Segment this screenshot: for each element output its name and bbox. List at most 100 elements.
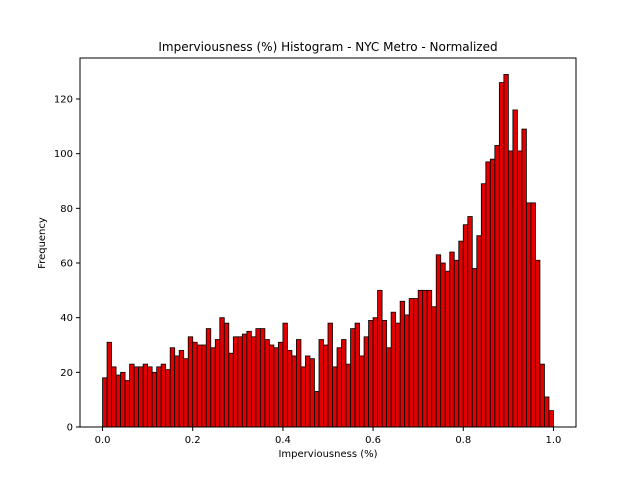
histogram-bar <box>372 317 379 428</box>
histogram-bar <box>440 262 446 428</box>
histogram-bar <box>431 306 437 428</box>
histogram-bar <box>485 161 491 428</box>
histogram-bar <box>544 396 550 428</box>
histogram-bar <box>498 82 505 428</box>
histogram-bar <box>237 336 243 428</box>
histogram-bar <box>287 350 293 428</box>
histogram-bar <box>354 322 360 428</box>
histogram-bar <box>305 355 311 428</box>
histogram-bar <box>332 366 338 428</box>
histogram-bar <box>318 339 324 428</box>
histogram-bar <box>147 366 153 428</box>
histogram-bar <box>102 377 108 428</box>
y-tick-label: 20 <box>60 368 73 379</box>
histogram-bar <box>368 319 374 428</box>
x-tick-label: 0.2 <box>185 435 201 446</box>
histogram-bar <box>183 358 189 428</box>
histogram-bar <box>435 254 442 428</box>
histogram-bar <box>404 314 410 428</box>
histogram-bar <box>462 224 469 428</box>
histogram-bar <box>386 347 392 428</box>
histogram-bar <box>264 339 270 428</box>
histogram-bar <box>494 145 500 428</box>
histogram-bar <box>214 339 221 428</box>
histogram-bar <box>377 289 383 428</box>
histogram-bar <box>241 333 248 428</box>
histogram-bar <box>422 289 428 428</box>
histogram-bar <box>142 363 149 428</box>
histogram-bar <box>539 363 545 428</box>
histogram-bar <box>219 317 225 428</box>
histogram-bar <box>210 347 216 428</box>
y-tick-label: 80 <box>60 204 73 215</box>
histogram-bar <box>535 259 541 428</box>
histogram-bar <box>205 328 212 428</box>
histogram-bar <box>165 369 171 428</box>
histogram-bar <box>381 319 388 428</box>
x-tick-label: 1.0 <box>546 435 562 446</box>
histogram-bars <box>102 74 554 428</box>
histogram-bar <box>178 350 185 428</box>
histogram-bar <box>187 336 194 428</box>
plot-frame <box>79 57 577 428</box>
y-tick-label: 0 <box>67 423 73 434</box>
histogram-bar <box>345 363 351 428</box>
histogram-bar <box>277 341 284 428</box>
histogram-bar <box>476 235 482 428</box>
histogram-bar <box>359 355 365 428</box>
x-axis-label: Imperviousness (%) <box>278 449 377 460</box>
histogram-bar <box>255 328 261 428</box>
histogram-bar <box>223 322 230 428</box>
histogram-bar <box>151 371 158 428</box>
y-tick-label: 60 <box>60 259 73 270</box>
x-tick-label: 0.6 <box>365 435 381 446</box>
histogram-bar <box>323 344 329 428</box>
histogram-bar <box>363 336 369 428</box>
histogram-bar <box>138 366 144 428</box>
histogram-bar <box>291 355 297 428</box>
y-tick-label: 40 <box>60 313 73 324</box>
histogram-bar <box>390 311 397 428</box>
histogram-bar <box>314 391 320 428</box>
histogram-bar <box>336 347 342 428</box>
histogram-bar <box>232 336 239 428</box>
histogram-bar <box>246 330 252 428</box>
histogram-bar <box>512 109 518 428</box>
histogram-bar <box>160 363 167 428</box>
histogram-bar <box>296 339 302 428</box>
histogram-bar <box>250 336 257 428</box>
x-tick-label: 0.8 <box>455 435 471 446</box>
histogram-bar <box>120 371 126 428</box>
histogram-bar <box>273 347 279 428</box>
histogram-bar <box>341 339 347 428</box>
histogram-bar <box>228 352 234 428</box>
histogram-bar <box>196 344 203 428</box>
y-axis-label: Frequency <box>37 217 48 269</box>
histogram-bar <box>133 366 140 428</box>
histogram-bar <box>169 347 176 428</box>
histogram-bar <box>282 322 288 428</box>
histogram-bar <box>507 150 514 428</box>
y-tick-label: 100 <box>54 149 73 160</box>
histogram-bar <box>115 374 121 428</box>
y-tick-label: 120 <box>54 95 73 106</box>
histogram-bar <box>259 328 266 428</box>
histogram-bar <box>521 128 527 428</box>
histogram-bar <box>399 300 406 428</box>
histogram-bar <box>201 344 207 428</box>
histogram-bar <box>129 363 135 428</box>
histogram-bar <box>449 251 455 428</box>
histogram-bar <box>471 268 478 428</box>
histogram-bar <box>444 270 451 428</box>
histogram-bar <box>300 366 306 428</box>
x-tick-label: 0.0 <box>95 435 111 446</box>
x-tick-label: 0.4 <box>275 435 291 446</box>
chart-title: Imperviousness (%) Histogram - NYC Metro… <box>158 40 497 54</box>
histogram-bar <box>268 344 275 428</box>
histogram-bar <box>516 150 523 428</box>
histogram-bar <box>458 240 464 428</box>
histogram-bar <box>156 366 162 428</box>
histogram-bar <box>408 298 415 428</box>
histogram-bar <box>526 202 532 428</box>
